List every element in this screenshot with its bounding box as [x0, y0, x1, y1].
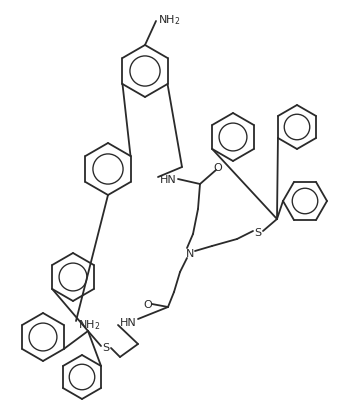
Text: N: N — [186, 248, 194, 258]
Text: S: S — [102, 342, 109, 352]
Text: HN: HN — [120, 317, 136, 327]
Text: S: S — [255, 227, 262, 237]
Text: HN: HN — [160, 174, 176, 184]
Text: O: O — [144, 299, 152, 309]
Text: O: O — [214, 162, 222, 172]
Text: NH$_2$: NH$_2$ — [158, 13, 181, 27]
Text: NH$_2$: NH$_2$ — [78, 317, 101, 331]
